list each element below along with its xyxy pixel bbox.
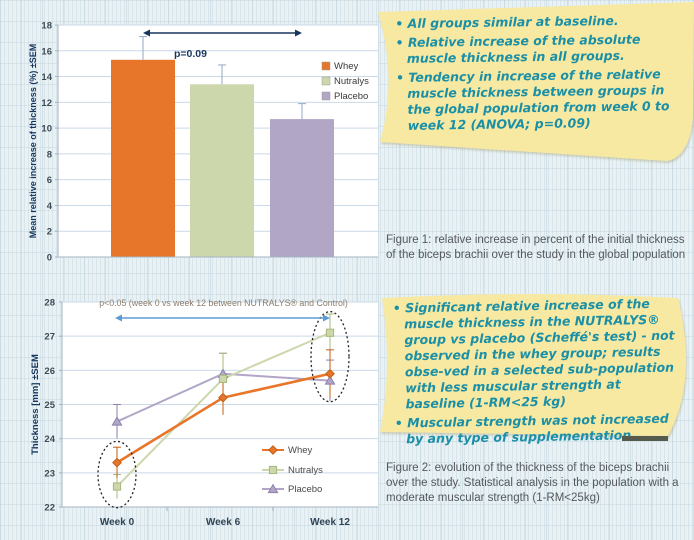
legend-label: Nutralys [288,465,323,476]
y-tick-label: 26 [44,366,55,377]
note2-bullet: Muscular strength was not increased by a… [395,410,684,447]
bar-nutralys [190,84,254,258]
highlight-ellipse-week0 [97,440,137,509]
legend-label: Nutralys [334,76,369,87]
legend-swatch-placebo [321,91,331,101]
y-tick-label: 6 [47,175,52,186]
y-axis-title: Mean relative increase of thickness (%) … [28,44,38,239]
figure2-caption: Figure 2: evolution of the thickness of … [386,462,679,505]
y-tick-label: 27 [44,332,55,343]
y-tick-label: 22 [44,503,55,514]
bar-placebo [270,119,334,257]
y-tick-label: 18 [41,21,52,32]
y-tick-label: 2 [47,227,52,238]
x-tick-label: Week 12 [310,517,350,528]
y-tick-label: 28 [44,298,55,309]
y-tick-label: 10 [41,124,52,135]
note2-bullet: Significant relative increase of the mus… [393,295,683,412]
sticky-note-2-text: Significant relative increase of the mus… [393,295,684,450]
legend-label: Placebo [288,484,322,495]
y-tick-label: 4 [47,201,53,212]
legend-swatch-whey [321,61,331,71]
y-tick-label: 16 [41,46,52,57]
bar-whey [111,59,175,257]
y-axis-title: Thickness [mm] ±SEM [30,354,41,455]
significance-label: p=0.09 [174,48,207,60]
y-tick-label: 24 [44,434,55,445]
legend-label: Placebo [334,91,368,102]
note1-bullet: All groups similar at baseline. [395,12,683,32]
figure1-bar-chart: 0 2 4 6 8 10 12 14 16 18 Mean relative increase of… [28,21,378,264]
legend-label: Whey [334,61,359,72]
significance-label: p<0.05 (week 0 vs week 12 between NUTRAL… [99,298,348,308]
figure2-line-chart: 22 23 24 25 26 27 28 Thickness [mm] ±SEM p<0.05 … [30,298,378,528]
note1-bullet: Relative increase of the absolute muscle… [395,31,683,67]
y-tick-label: 12 [41,98,52,109]
y-tick-label: 23 [44,468,55,479]
x-tick-label: Week 0 [100,517,135,528]
legend-swatch-nutralys [321,76,331,86]
y-tick-label: 0 [47,253,52,264]
x-tick-label: Week 6 [206,517,241,528]
figure1-caption: Figure 1: relative increase in percent o… [386,234,686,262]
sticky-note-2: Significant relative increase of the mus… [372,286,694,456]
sticky-note-1: All groups similar at baseline. Relative… [372,0,694,168]
y-tick-label: 8 [47,149,52,160]
note1-bullet: Tendency in increase of the relative mus… [396,66,685,134]
legend-label: Whey [288,445,313,456]
y-tick-label: 25 [44,400,55,411]
sticky-note-1-text: All groups similar at baseline. Relative… [395,12,685,137]
note2-underline-bar [622,436,668,441]
y-tick-label: 14 [41,72,52,83]
